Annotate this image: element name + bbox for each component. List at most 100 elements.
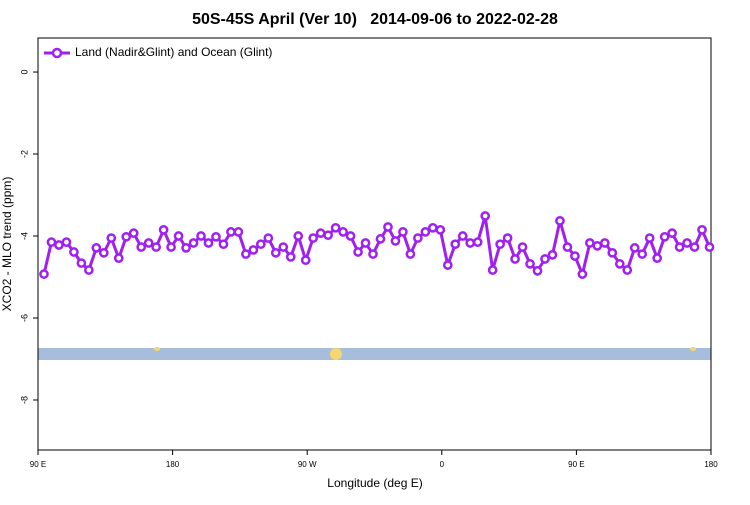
legend-marker — [51, 47, 63, 59]
data-point — [285, 252, 296, 262]
data-point — [637, 249, 648, 259]
data-point — [383, 222, 393, 232]
y-tick-label: -4 — [19, 232, 29, 240]
data-point — [547, 250, 558, 260]
mask-blob — [154, 347, 160, 351]
data-point — [585, 238, 595, 248]
data-point — [420, 227, 431, 237]
legend-label: Land (Nadir&Glint) and Ocean (Glint) — [75, 45, 272, 59]
data-point — [427, 222, 438, 233]
data-point — [143, 238, 154, 248]
mask-blob — [690, 347, 696, 351]
data-point — [76, 258, 87, 268]
data-point — [196, 231, 206, 241]
x-tick-label: 90 E — [568, 460, 584, 469]
x-tick-label: 90 E — [30, 460, 46, 469]
x-tick-label: 180 — [166, 460, 180, 469]
y-axis-label: XCO2 - MLO trend (ppm) — [0, 177, 14, 312]
data-point — [525, 259, 535, 269]
data-point — [697, 225, 707, 235]
data-point — [450, 239, 461, 250]
data-point — [495, 239, 505, 250]
data-point — [39, 269, 49, 279]
y-tick-label: 0 — [19, 70, 29, 75]
data-point — [405, 249, 416, 259]
data-point — [502, 233, 513, 243]
data-point — [704, 242, 715, 252]
x-tick-label: 0 — [440, 460, 445, 469]
x-tick-label: 90 W — [298, 460, 317, 469]
data-point — [457, 231, 468, 241]
data-point — [233, 227, 244, 237]
land-mask-band — [38, 348, 711, 360]
data-point — [188, 238, 199, 248]
data-point — [278, 242, 289, 252]
data-point — [338, 227, 348, 237]
data-point — [166, 242, 176, 252]
data-point — [255, 239, 266, 250]
data-point — [674, 242, 685, 252]
data-point — [540, 254, 550, 264]
chart-title: 50S-45S April (Ver 10) 2014-09-06 to 202… — [192, 11, 558, 28]
data-point — [270, 247, 281, 258]
y-tick-label: -6 — [19, 314, 29, 322]
data-point — [592, 240, 603, 251]
data-point — [308, 233, 319, 243]
data-point — [91, 243, 102, 253]
data-point — [555, 215, 565, 226]
data-point — [203, 238, 214, 248]
data-point — [263, 233, 274, 243]
data-point — [435, 225, 446, 235]
data-point — [570, 251, 580, 261]
data-point — [689, 242, 700, 252]
data-point — [315, 228, 326, 238]
data-point — [360, 238, 371, 248]
mask-blob — [330, 348, 342, 360]
data-point — [61, 237, 72, 248]
data-point — [69, 247, 79, 257]
data-point — [622, 265, 633, 275]
data-point — [562, 242, 573, 252]
data-point — [211, 231, 221, 242]
data-point — [121, 231, 132, 242]
data-point — [293, 231, 304, 241]
data-point — [158, 225, 169, 235]
data-point — [368, 249, 378, 259]
data-point — [113, 253, 124, 263]
data-point — [532, 266, 543, 276]
data-point — [659, 231, 670, 242]
data-point — [241, 249, 251, 259]
data-point — [353, 247, 363, 257]
data-point — [218, 239, 229, 250]
data-point — [517, 242, 528, 252]
data-point — [151, 242, 161, 252]
data-point — [345, 231, 356, 241]
data-point — [465, 238, 476, 248]
y-tick-label: -8 — [19, 396, 29, 404]
data-point — [248, 245, 259, 255]
data-point — [644, 233, 655, 243]
data-point — [83, 265, 94, 275]
data-point — [607, 247, 618, 258]
data-point — [629, 243, 640, 253]
data-point — [106, 233, 117, 243]
data-point — [398, 227, 408, 237]
data-point — [480, 211, 491, 221]
data-point — [323, 230, 333, 241]
data-point — [54, 240, 64, 250]
data-point — [413, 233, 423, 243]
data-point — [614, 259, 625, 269]
data-point — [226, 227, 236, 237]
data-point — [442, 260, 453, 270]
data-point — [599, 238, 610, 248]
data-point — [128, 228, 139, 238]
data-point — [472, 237, 483, 248]
data-point — [682, 238, 692, 248]
data-point — [510, 254, 520, 264]
data-point — [667, 228, 677, 238]
y-tick-label: -2 — [19, 150, 29, 158]
data-point — [98, 247, 109, 258]
data-point — [136, 242, 147, 252]
data-point — [390, 236, 401, 246]
